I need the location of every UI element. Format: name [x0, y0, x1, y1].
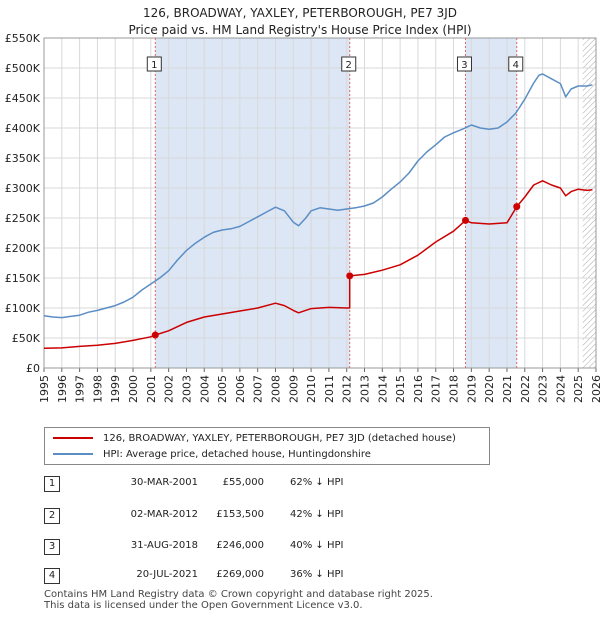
transaction-number: 1	[44, 476, 60, 492]
x-tick-label: 2012	[341, 375, 354, 403]
transaction-hpi-diff: 42% ↓ HPI	[290, 509, 344, 520]
x-tick-label: 2016	[412, 375, 425, 403]
ownership-shade	[155, 38, 350, 368]
transaction-price: £269,000	[216, 569, 264, 580]
x-tick-label: 2023	[537, 375, 550, 403]
x-tick-label: 2005	[216, 375, 229, 403]
sale-marker-label: 1	[151, 60, 157, 71]
sale-marker-label: 3	[461, 60, 467, 71]
hpi-line	[43, 73, 593, 319]
transaction-price: £153,500	[216, 509, 264, 520]
y-tick-label: £450K	[5, 92, 41, 105]
legend-swatch-hpi	[53, 453, 93, 455]
transaction-date: 31-AUG-2018	[130, 540, 198, 551]
chart-legend: 126, BROADWAY, YAXLEY, PETERBOROUGH, PE7…	[44, 427, 490, 465]
x-tick-label: 2026	[590, 375, 600, 403]
x-tick-label: 2009	[287, 375, 300, 403]
transaction-price: £246,000	[216, 540, 264, 551]
y-tick-label: £350K	[5, 152, 41, 165]
y-tick-label: £200K	[5, 242, 41, 255]
x-tick-label: 2000	[127, 375, 140, 403]
x-tick-label: 2007	[252, 375, 265, 403]
transaction-date: 30-MAR-2001	[130, 477, 198, 488]
y-tick-label: £50K	[12, 332, 41, 345]
sale-marker-label: 2	[346, 60, 352, 71]
sale-marker-box	[341, 56, 357, 72]
sale-marker-box	[508, 56, 524, 72]
x-tick-label: 2001	[145, 375, 158, 403]
transaction-date: 02-MAR-2012	[130, 509, 198, 520]
y-tick-label: £300K	[5, 182, 41, 195]
legend-item-hpi: HPI: Average price, detached house, Hunt…	[53, 447, 371, 461]
x-tick-label: 2014	[376, 375, 389, 403]
transaction-number: 3	[44, 539, 60, 555]
transaction-hpi-diff: 36% ↓ HPI	[290, 569, 344, 580]
legend-label-hpi: HPI: Average price, detached house, Hunt…	[103, 448, 371, 460]
x-tick-label: 2013	[359, 375, 372, 403]
x-tick-label: 2003	[180, 375, 193, 403]
x-tick-label: 2022	[519, 375, 532, 403]
legend-label-property: 126, BROADWAY, YAXLEY, PETERBOROUGH, PE7…	[103, 432, 456, 444]
transaction-date: 20-JUL-2021	[136, 569, 198, 580]
x-tick-label: 2018	[448, 375, 461, 403]
sale-point	[513, 203, 521, 211]
transaction-hpi-diff: 62% ↓ HPI	[290, 477, 344, 488]
x-tick-label: 2020	[483, 375, 496, 403]
x-tick-label: 1998	[91, 375, 104, 403]
sale-marker-box	[456, 56, 472, 72]
forecast-hatch	[582, 38, 596, 368]
legend-item-property: 126, BROADWAY, YAXLEY, PETERBOROUGH, PE7…	[53, 431, 456, 445]
transaction-number: 4	[44, 568, 60, 584]
chart-title: 126, BROADWAY, YAXLEY, PETERBOROUGH, PE7…	[142, 6, 458, 20]
legend-swatch-property	[53, 437, 93, 439]
y-tick-label: £0	[26, 362, 40, 375]
footer-line: This data is licensed under the Open Gov…	[44, 600, 363, 611]
x-tick-label: 2021	[501, 375, 514, 403]
x-tick-label: 2025	[572, 375, 585, 403]
x-tick-label: 2002	[163, 375, 176, 403]
y-tick-label: £550K	[5, 32, 41, 45]
x-tick-label: 2008	[269, 375, 282, 403]
sale-marker-label: 4	[513, 60, 519, 71]
y-tick-label: £400K	[5, 122, 41, 135]
ownership-shade	[465, 38, 517, 368]
x-tick-label: 2011	[323, 375, 336, 403]
x-tick-label: 2024	[554, 375, 567, 403]
transaction-price: £55,000	[222, 477, 264, 488]
transaction-number: 2	[44, 508, 60, 524]
x-tick-label: 2004	[198, 375, 211, 403]
sale-marker-box	[146, 56, 162, 72]
transaction-hpi-diff: 40% ↓ HPI	[290, 540, 344, 551]
x-tick-label: 2010	[305, 375, 318, 403]
y-tick-label: £250K	[5, 212, 41, 225]
chart-subtitle: Price paid vs. HM Land Registry's House …	[128, 23, 472, 37]
x-tick-label: 1997	[74, 375, 87, 403]
x-tick-label: 2006	[234, 375, 247, 403]
price-chart: £0 £50K £100K £150K £200K £250K £300K £350K £400…	[5, 32, 600, 403]
y-tick-label: £100K	[5, 302, 41, 315]
x-tick-label: 2019	[465, 375, 478, 403]
sale-point	[151, 331, 159, 339]
footer-line: Contains HM Land Registry data © Crown c…	[44, 589, 433, 600]
footer-notice: Contains HM Land Registry data © Crown c…	[44, 589, 433, 611]
x-tick-label: 1995	[38, 375, 51, 403]
sale-point	[461, 216, 469, 224]
y-tick-label: £150K	[5, 272, 41, 285]
x-tick-label: 2017	[430, 375, 443, 403]
x-tick-label: 2015	[394, 375, 407, 403]
x-tick-label: 1999	[109, 375, 122, 403]
plot-frame	[43, 37, 597, 369]
sale-point	[346, 272, 354, 280]
x-tick-label: 1996	[56, 375, 69, 403]
y-tick-label: £500K	[5, 62, 41, 75]
